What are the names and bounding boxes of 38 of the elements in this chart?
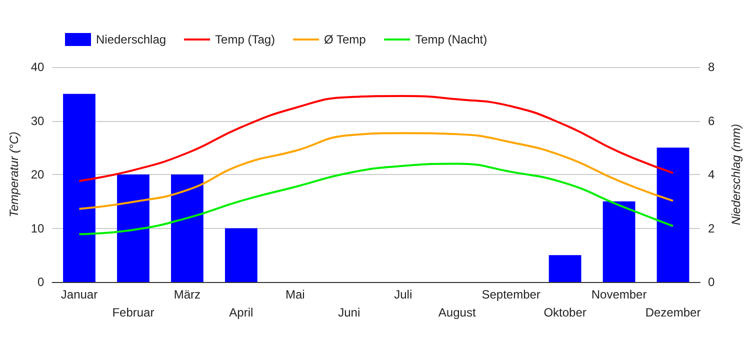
x-tick-label: April bbox=[229, 306, 254, 320]
x-tick-label: Dezember bbox=[645, 306, 701, 320]
legend-label: Ø Temp bbox=[324, 32, 366, 46]
bar bbox=[602, 201, 636, 282]
legend-label: Temp (Tag) bbox=[215, 32, 276, 46]
y-tick-label: 20 bbox=[30, 168, 45, 182]
y-tick-label: 40 bbox=[30, 60, 45, 74]
bar bbox=[117, 174, 150, 282]
legend-label: Niederschlag bbox=[96, 32, 166, 46]
x-tick-label: Januar bbox=[60, 288, 98, 302]
y-tick-label: 0 bbox=[38, 275, 45, 289]
x-tick-label: Mai bbox=[285, 288, 305, 302]
line-series bbox=[78, 95, 674, 182]
y2-tick-label: 0 bbox=[708, 275, 715, 289]
y2-axis-title: Niederschlag (mm) bbox=[729, 124, 743, 226]
line-series bbox=[78, 132, 674, 210]
bar bbox=[63, 94, 96, 282]
x-tick-label: August bbox=[438, 306, 476, 320]
y-tick-label: 10 bbox=[30, 221, 45, 236]
y2-tick-label: 6 bbox=[708, 114, 715, 128]
y-tick-label: 30 bbox=[30, 114, 45, 128]
bar bbox=[656, 148, 690, 282]
bar bbox=[224, 228, 258, 282]
x-tick-label: Februar bbox=[112, 306, 154, 320]
x-tick-label: Juni bbox=[338, 306, 360, 320]
x-tick-label: März bbox=[174, 288, 201, 302]
y2-tick-label: 2 bbox=[708, 221, 715, 236]
y-axis-title: Temperatur (°C) bbox=[7, 132, 21, 218]
bar bbox=[171, 174, 204, 282]
line-series bbox=[78, 162, 674, 236]
x-tick-label: September bbox=[482, 288, 540, 302]
y2-tick-label: 8 bbox=[708, 60, 715, 74]
y2-tick-label: 4 bbox=[708, 168, 715, 182]
legend-label: Temp (Nacht) bbox=[415, 32, 488, 46]
bar bbox=[548, 255, 582, 282]
x-tick-label: Oktober bbox=[544, 306, 586, 320]
x-tick-label: Juli bbox=[394, 288, 412, 302]
x-tick-label: November bbox=[591, 288, 647, 302]
